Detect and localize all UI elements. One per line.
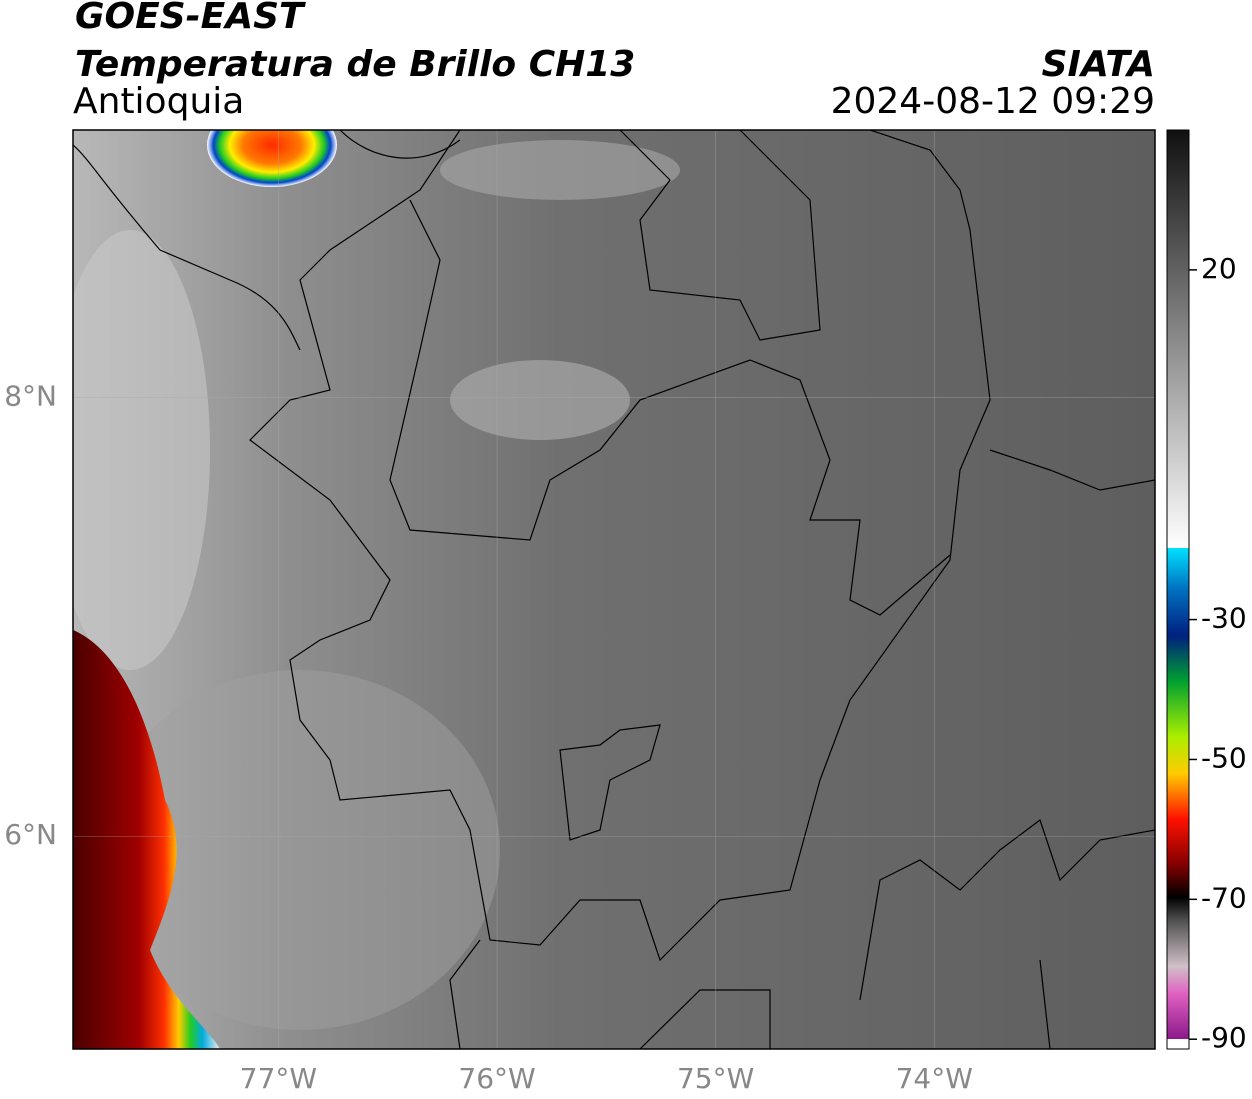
grid	[73, 130, 1155, 1049]
x-tick-label: 74°W	[896, 1062, 973, 1095]
colorbar-tick-label: -70	[1201, 881, 1247, 914]
colorbar-tick-label: 20	[1201, 252, 1237, 285]
department-border	[449, 939, 1051, 1049]
storm-cell	[207, 130, 337, 187]
colorbar-tick-label: -90	[1201, 1021, 1247, 1054]
x-tick-label: 75°W	[677, 1062, 754, 1095]
cloud	[73, 230, 210, 670]
colorbar-tick-label: -50	[1201, 741, 1247, 774]
cloud	[100, 670, 500, 1030]
title: GOES-EAST	[75, 0, 306, 37]
coastline	[73, 144, 301, 351]
datetime: 2024-08-12 09:29	[831, 81, 1155, 122]
storm-cell	[73, 630, 220, 1049]
coastline	[339, 130, 461, 159]
department-border	[859, 819, 1155, 1001]
map-frame	[72, 129, 1156, 1050]
x-tick-label: 76°W	[458, 1062, 535, 1095]
department-border	[249, 130, 991, 962]
department-border	[989, 449, 1155, 491]
cloud	[440, 140, 680, 200]
cloud	[450, 360, 630, 440]
colorbar-tick-label: -30	[1201, 602, 1247, 635]
y-tick-label: 8°N	[4, 380, 57, 413]
region: Antioquia	[73, 81, 244, 122]
x-tick-label: 77°W	[240, 1062, 317, 1095]
subtitle: Temperatura de Brillo CH13	[75, 44, 635, 85]
colorbar	[1166, 129, 1190, 1050]
municipal-border	[559, 724, 661, 841]
y-tick-label: 6°N	[4, 818, 57, 851]
department-border	[619, 130, 821, 341]
map-image	[73, 130, 1155, 1049]
department-border	[389, 199, 951, 616]
source: SIATA	[1042, 44, 1155, 85]
